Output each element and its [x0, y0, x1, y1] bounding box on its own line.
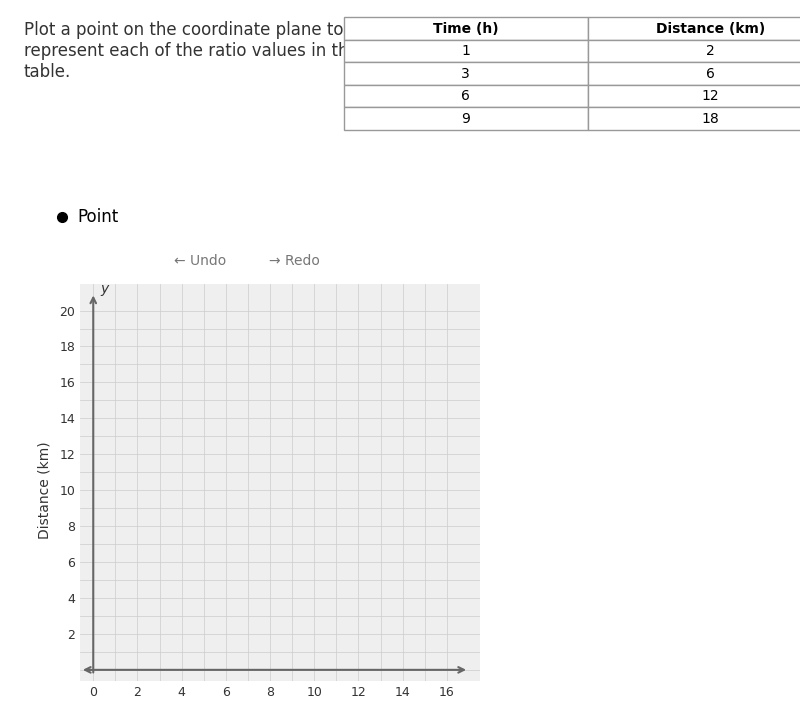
Text: Plot a point on the coordinate plane to
represent each of the ratio values in th: Plot a point on the coordinate plane to …	[24, 21, 358, 81]
Text: → Redo: → Redo	[269, 254, 320, 267]
Text: y: y	[100, 282, 108, 296]
Text: ← Undo: ← Undo	[174, 254, 226, 267]
Text: Distance (km): Distance (km)	[38, 442, 52, 539]
Text: Point: Point	[78, 208, 119, 226]
